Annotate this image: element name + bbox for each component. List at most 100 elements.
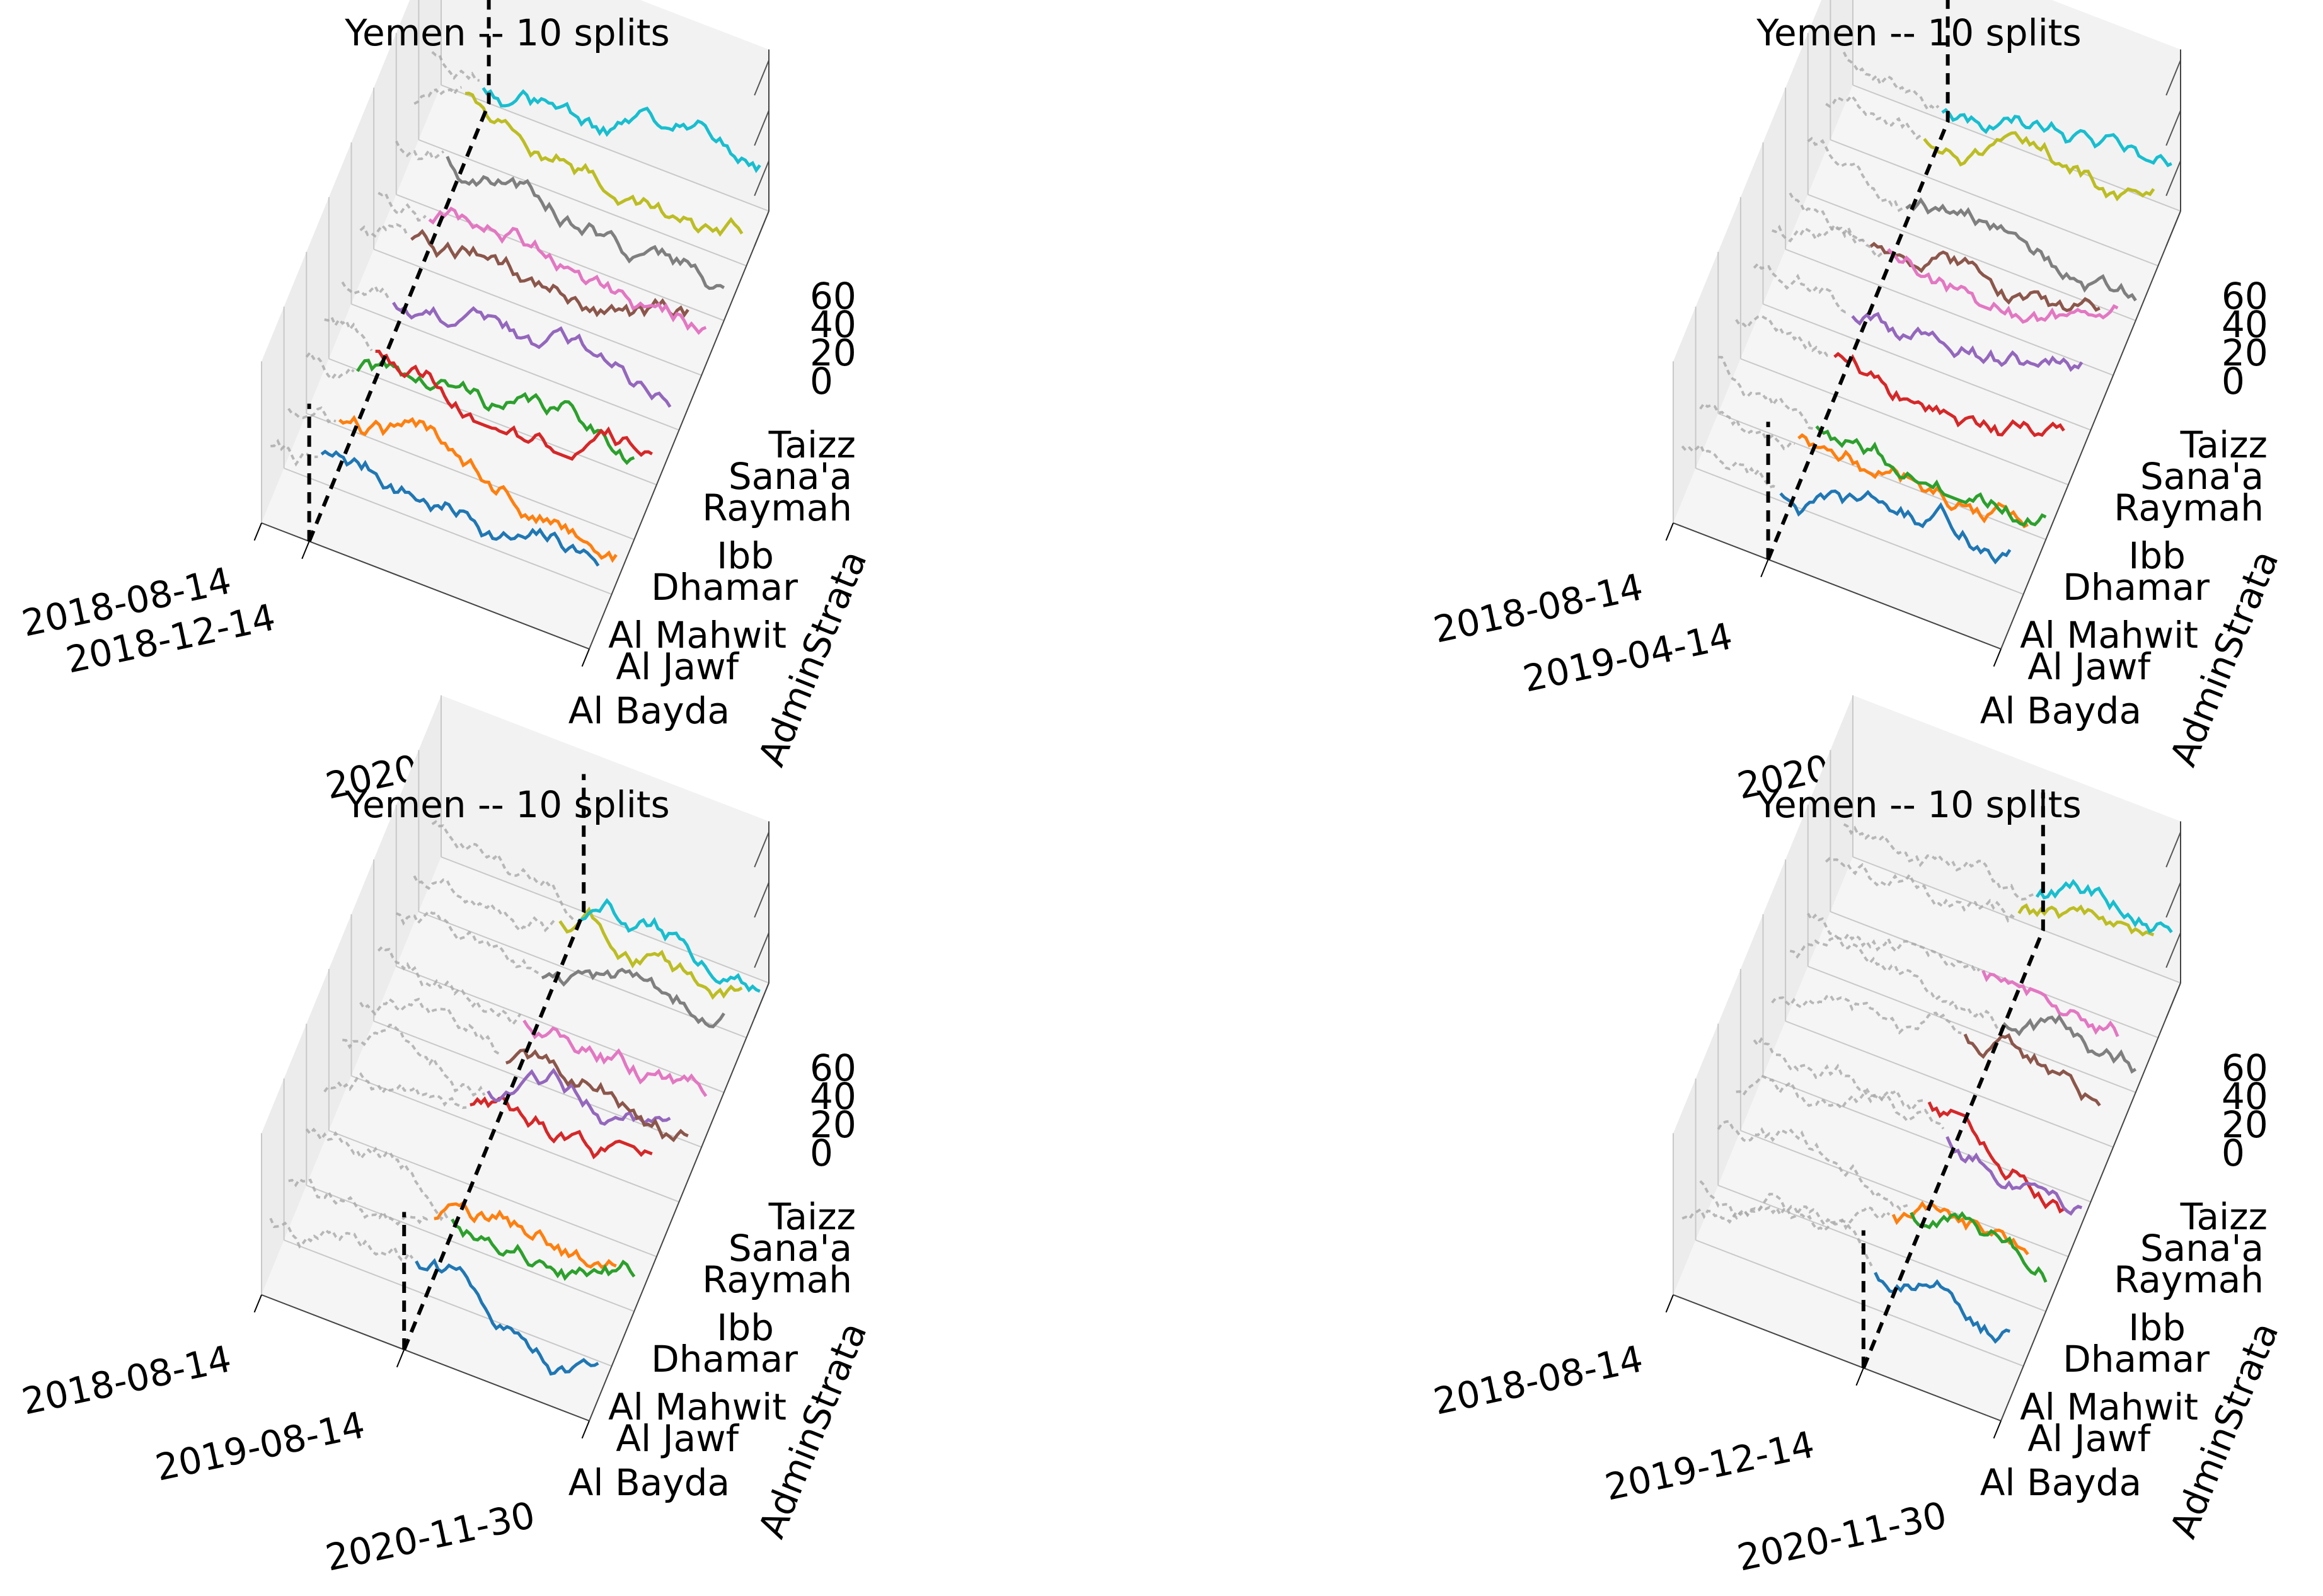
series-line (451, 1218, 636, 1282)
chart-title: Yemen -- 10 splits (344, 783, 670, 826)
panel-2: Yemen -- 10 splits 0 20 40 60 Al Bayda A… (1430, 0, 2287, 808)
history-series-line (1807, 136, 1904, 212)
z-tick-label: 20 (2222, 1103, 2268, 1146)
floor-gridline (441, 84, 770, 212)
z-tick-label: 0 (810, 360, 833, 403)
history-series-line (1699, 402, 1796, 451)
floor-gridline (284, 1239, 612, 1367)
strata-tick-label: Taizz (768, 423, 856, 466)
floor-gridline (284, 468, 612, 595)
history-series-line (378, 192, 427, 222)
x-tick-label: 2018-08-14 (18, 1337, 235, 1423)
z-tick-label: 60 (2222, 1047, 2268, 1089)
z-tick-label: 0 (2222, 1132, 2245, 1174)
panel-1: Yemen -- 10 splits 0 20 40 60 Al Bayda A… (18, 0, 875, 808)
history-series-line (1772, 224, 1867, 245)
plot-area (1665, 0, 2181, 667)
z-tick-label: 20 (810, 331, 856, 374)
time-axis-line (261, 522, 590, 650)
strata-tick-label: Al Bayda (1980, 1461, 2141, 1504)
series-line (505, 1048, 689, 1142)
history-series-line (1681, 442, 1778, 490)
history-series-line (395, 909, 539, 975)
strata-tick-label: Al Jawf (2027, 1417, 2151, 1460)
z-tick-label: 60 (810, 275, 856, 318)
floor-gridline (1807, 193, 2136, 321)
history-series-line (1718, 355, 1813, 430)
history-series-line (1789, 192, 1886, 259)
plot-area (1665, 695, 2181, 1439)
floor-gridline (418, 139, 747, 267)
history-series-line (431, 50, 480, 82)
series-line (1910, 1211, 2048, 1283)
strata-tick-label: Sana'a (2140, 1227, 2264, 1270)
strata-tick-label: Al Jawf (616, 1417, 739, 1460)
floor-gridline (1830, 139, 2159, 267)
series-line (1869, 241, 2101, 313)
z-tick-mark (754, 832, 770, 868)
history-series-line (341, 281, 391, 302)
x-tick-mark (581, 648, 590, 667)
floor-gridline (328, 358, 657, 486)
series-line (1905, 197, 2137, 302)
series-line (1981, 970, 2119, 1037)
floor-gridline (1785, 1020, 2114, 1148)
history-series-line (287, 406, 337, 423)
x-tick-mark (1993, 1420, 2002, 1439)
strata-tick-label: Al Bayda (568, 689, 730, 732)
time-axis-line (1673, 1294, 2002, 1421)
series-line (338, 415, 618, 563)
chart-title: Yemen -- 10 splits (1756, 783, 2082, 826)
x-tick-mark (1665, 1294, 1674, 1313)
strata-tick-label: Al Mahwit (2020, 614, 2198, 657)
history-series-line (1789, 932, 1980, 974)
z-tick-mark (754, 160, 770, 197)
series-line (320, 449, 600, 567)
history-series-line (413, 86, 462, 105)
z-tick-mark (2165, 882, 2181, 918)
z-tick-mark (2165, 832, 2181, 868)
series-line (1999, 1014, 2137, 1074)
history-series-line (1753, 261, 1849, 314)
x-tick-label: 2019-04-14 (1519, 614, 1736, 701)
series-line (1923, 131, 2155, 202)
series-line (465, 91, 744, 237)
floor-gridline (373, 248, 702, 376)
floor-gridline (1717, 1185, 2046, 1312)
z-tick-mark (2165, 60, 2181, 96)
x-tick-mark (1760, 559, 1769, 578)
series-line (522, 1019, 708, 1098)
history-series-line (324, 315, 373, 352)
series-line (1874, 1272, 2011, 1344)
time-axis-line (1673, 522, 2002, 650)
history-series-line (359, 223, 409, 238)
series-line (375, 349, 653, 461)
strata-tick-label: Taizz (2180, 1195, 2268, 1238)
strata-tick-label: Al Mahwit (608, 614, 787, 657)
x-tick-label: 2020-11-30 (322, 1493, 539, 1580)
strata-tick-label: Al Mahwit (608, 1386, 787, 1428)
z-tick-label: 40 (2222, 1075, 2268, 1118)
split-line (402, 774, 586, 1351)
x-tick-mark (253, 522, 262, 541)
z-tick-label: 20 (810, 1103, 856, 1146)
floor-gridline (1740, 1130, 2069, 1258)
z-tick-mark (754, 932, 770, 968)
z-tick-mark (2165, 110, 2181, 146)
history-series-line (1699, 1180, 1891, 1232)
floor-gridline (351, 303, 679, 431)
floor-gridline (1763, 303, 2091, 431)
x-tick-mark (1993, 648, 2002, 667)
back-pane (1853, 695, 2181, 983)
x-tick-label: 2019-08-14 (152, 1403, 369, 1490)
back-pane (441, 695, 769, 983)
history-series-line (1842, 51, 1940, 112)
strata-tick-label: Al Bayda (1980, 689, 2141, 732)
history-series-line (305, 350, 355, 381)
strata-tick-label: Dhamar (651, 566, 798, 609)
strata-tick-label: Sana'a (729, 455, 852, 498)
strata-tick-label: Al Bayda (568, 1461, 730, 1504)
x-tick-label: 2018-08-14 (1430, 1337, 1647, 1423)
strata-tick-label: Sana'a (2140, 455, 2264, 498)
